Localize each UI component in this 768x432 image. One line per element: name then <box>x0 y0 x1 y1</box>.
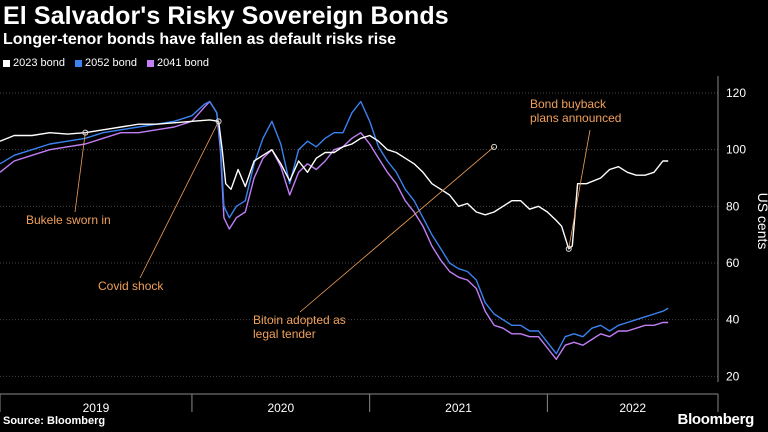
legend-label-2052: 2052 bond <box>85 57 137 69</box>
annotation-label-3-0: Bond buyback <box>530 97 607 111</box>
annotation-marker-2 <box>491 143 498 150</box>
y-axis-label: US cents <box>755 193 768 250</box>
x-tick-label-2020: 2020 <box>267 401 294 415</box>
y-tick-label-20: 20 <box>726 369 740 383</box>
chart-title: El Salvador's Risky Sovereign Bonds <box>3 2 449 30</box>
y-tick-label-40: 40 <box>726 313 740 327</box>
y-tick-label-100: 100 <box>726 143 746 157</box>
annotation-label-0-0: Bukele sworn in <box>26 213 111 227</box>
bloomberg-logo: Bloomberg <box>677 411 755 428</box>
annotation-label-1-0: Covid shock <box>98 279 164 293</box>
y-tick-label-120: 120 <box>726 86 746 100</box>
legend-label-2041: 2041 bond <box>157 57 209 69</box>
annotation-marker-3 <box>565 245 572 252</box>
legend-item-2041: 2041 bond <box>147 57 209 69</box>
legend-item-2023: 2023 bond <box>3 57 65 69</box>
legend-item-2052: 2052 bond <box>75 57 137 69</box>
series-line-2041-bond <box>0 100 669 360</box>
annotation-leader-1 <box>139 121 219 279</box>
annotation-leader-2 <box>299 146 495 313</box>
x-tick-label-2022: 2022 <box>619 401 646 415</box>
legend-swatch-2023 <box>3 59 10 67</box>
legend-swatch-2041 <box>147 59 154 67</box>
legend-swatch-2052 <box>75 59 82 67</box>
source-note: Source: Bloomberg <box>3 415 106 427</box>
legend-label-2023: 2023 bond <box>13 57 65 69</box>
series-line-2052-bond <box>0 100 669 355</box>
annotation-label-2-0: Bitoin adopted as <box>253 313 346 327</box>
y-tick-label-80: 80 <box>726 199 740 213</box>
y-tick-label-60: 60 <box>726 256 740 270</box>
annotation-marker-0 <box>82 129 89 136</box>
series-line-2023-bond <box>0 119 669 250</box>
annotation-leader-3 <box>568 129 591 249</box>
legend: 2023 bond 2052 bond 2041 bond <box>3 57 209 69</box>
annotation-label-2-1: legal tender <box>253 327 316 341</box>
annotation-marker-1 <box>215 118 222 125</box>
annotation-label-3-1: plans announced <box>530 111 621 125</box>
annotation-leader-0 <box>74 132 86 213</box>
x-tick-label-2019: 2019 <box>83 401 110 415</box>
chart-subtitle: Longer-tenor bonds have fallen as defaul… <box>3 31 396 48</box>
x-tick-label-2021: 2021 <box>445 401 472 415</box>
